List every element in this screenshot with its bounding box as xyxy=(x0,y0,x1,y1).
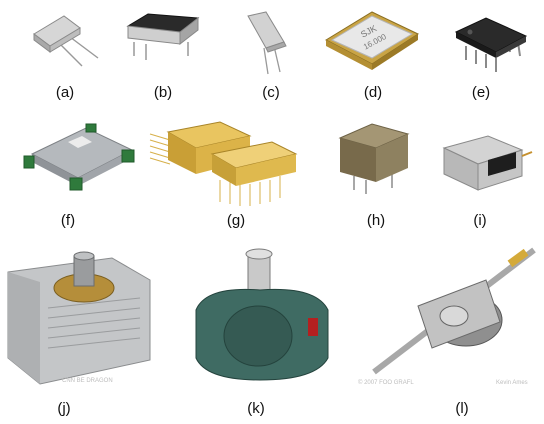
panel-label: (d) xyxy=(363,84,383,101)
panel-h: (h) xyxy=(326,120,422,232)
panel-c: (c) xyxy=(226,8,316,118)
panel-k: (k) xyxy=(186,248,336,424)
panel-label: (i) xyxy=(473,212,487,229)
panel-label: (f) xyxy=(60,212,76,229)
smd-oscillator-icon: SJK 16.000 xyxy=(324,11,420,70)
crystal-hc49-icon xyxy=(33,15,99,67)
watermark-left: © 2007 FOO GRAFL xyxy=(358,380,414,386)
gold-hybrid-oscillator-icon xyxy=(149,121,298,206)
magnetron-icon xyxy=(7,251,151,385)
watermark: CNN BE DRAGON xyxy=(62,378,113,384)
panel-label: (a) xyxy=(55,84,75,101)
rf-oscillator-module-icon xyxy=(442,135,533,191)
ocxo-module-icon xyxy=(23,123,135,191)
panel-label: (c) xyxy=(262,84,280,101)
panel-label: (h) xyxy=(366,212,386,229)
panel-e: (e) xyxy=(436,8,536,118)
crystal-resonator-icon xyxy=(247,11,287,75)
klystron-icon xyxy=(195,248,329,381)
panel-label: (j) xyxy=(57,400,71,417)
panel-label: (g) xyxy=(226,212,246,229)
panel-g: (g) xyxy=(149,120,310,232)
panel-f: (f) xyxy=(16,120,140,232)
panel-label: (b) xyxy=(153,84,173,101)
panel-j: CNN BE DRAGON (j) xyxy=(0,248,156,424)
watermark-right: Kevin Ames xyxy=(496,380,528,386)
panel-i: (i) xyxy=(436,128,536,232)
panel-l: © 2007 FOO GRAFL Kevin Ames (l) xyxy=(358,236,544,424)
panel-a: (a) xyxy=(20,8,110,118)
panel-label: (k) xyxy=(247,400,265,417)
metal-can-oscillator-icon xyxy=(126,13,200,60)
panel-label: (l) xyxy=(455,400,469,417)
panel-d: SJK 16.000 (d) xyxy=(318,4,424,118)
metal-box-oscillator-icon xyxy=(338,123,410,194)
traveling-wave-tube-icon xyxy=(372,247,536,375)
panel-b: (b) xyxy=(118,8,208,118)
dip8-ic-icon xyxy=(454,17,528,72)
panel-label: (e) xyxy=(471,84,491,101)
